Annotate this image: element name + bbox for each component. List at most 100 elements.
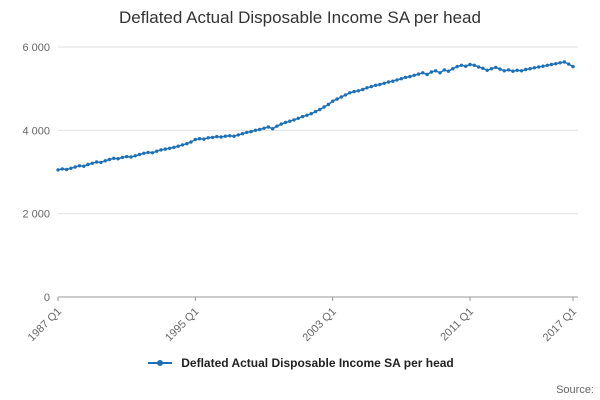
data-point-marker xyxy=(86,162,90,167)
data-point-marker xyxy=(56,168,60,172)
data-point-marker xyxy=(73,165,77,169)
data-point-marker xyxy=(348,91,352,95)
data-point-marker xyxy=(180,143,185,147)
data-point-marker xyxy=(369,84,373,89)
data-point-marker xyxy=(90,161,95,165)
data-point-marker xyxy=(245,130,249,135)
data-point-marker xyxy=(77,164,82,168)
y-tick-label: 6 000 xyxy=(22,42,50,54)
data-point-marker xyxy=(322,105,326,109)
data-point-marker xyxy=(103,159,107,163)
data-point-marker xyxy=(249,129,253,134)
data-point-marker xyxy=(60,167,64,171)
data-point-marker xyxy=(206,136,210,140)
chart-canvas: 0 2 000 4 000 6 000 1987 Q1 1995 Q1 2003 Q1 201… xyxy=(22,42,579,344)
x-tick-label: 2003 Q1 xyxy=(300,306,338,344)
data-point-marker xyxy=(382,81,386,86)
data-point-marker xyxy=(197,137,202,141)
source-label: Source: xyxy=(556,384,594,396)
x-tick-label: 1995 Q1 xyxy=(163,306,201,344)
data-point-marker xyxy=(159,148,163,152)
data-point-marker xyxy=(253,128,258,132)
data-point-marker xyxy=(125,154,129,159)
data-point-marker xyxy=(481,66,485,71)
data-point-marker xyxy=(120,155,125,160)
data-point-marker xyxy=(313,109,318,114)
data-point-marker xyxy=(541,64,545,68)
data-point-marker xyxy=(155,149,159,153)
data-point-marker xyxy=(309,112,313,116)
series-line xyxy=(57,61,574,171)
data-point-marker xyxy=(288,119,292,123)
data-point-marker xyxy=(150,151,155,155)
data-point-marker xyxy=(142,151,146,155)
data-point-marker xyxy=(403,75,408,80)
data-point-marker xyxy=(129,155,133,159)
data-point-marker xyxy=(549,62,554,67)
legend-label: Deflated Actual Disposable Income SA per… xyxy=(181,356,454,370)
data-point-marker xyxy=(532,66,537,70)
data-point-marker xyxy=(395,78,399,82)
data-point-marker xyxy=(167,146,172,150)
data-point-marker xyxy=(275,124,279,128)
data-point-marker xyxy=(567,62,571,66)
y-tick-label: 4 000 xyxy=(22,125,50,137)
data-point-marker xyxy=(64,167,69,172)
y-tick-label: 0 xyxy=(44,292,50,304)
data-point-marker xyxy=(434,69,438,73)
data-point-marker xyxy=(537,65,541,69)
data-point-marker xyxy=(571,64,575,69)
data-point-marker xyxy=(215,134,219,139)
data-point-marker xyxy=(133,154,137,158)
data-point-marker xyxy=(232,134,236,138)
data-point-marker xyxy=(391,79,395,83)
legend[interactable]: Deflated Actual Disposable Income SA per… xyxy=(0,356,600,370)
data-point-marker xyxy=(210,135,215,140)
data-point-marker xyxy=(163,147,167,151)
data-point-marker xyxy=(352,89,356,94)
data-point-marker xyxy=(386,80,391,84)
data-point-marker xyxy=(172,145,176,150)
data-point-marker xyxy=(112,156,116,160)
data-point-marker xyxy=(266,125,270,129)
data-point-marker xyxy=(373,83,378,88)
data-point-marker xyxy=(107,157,112,162)
data-point-marker xyxy=(506,68,511,72)
data-point-marker xyxy=(361,87,365,92)
x-tick-label: 2011 Q1 xyxy=(438,306,476,344)
data-point-marker xyxy=(429,70,434,74)
data-point-marker xyxy=(554,62,558,66)
data-point-marker xyxy=(459,63,464,67)
data-point-marker xyxy=(468,62,472,67)
data-point-marker xyxy=(545,63,549,67)
data-point-marker xyxy=(519,69,524,73)
data-point-marker xyxy=(455,64,459,69)
data-point-marker xyxy=(528,67,532,71)
data-point-marker xyxy=(442,68,446,72)
data-point-marker xyxy=(421,71,425,75)
data-point-marker xyxy=(318,107,322,112)
data-point-marker xyxy=(502,69,506,73)
data-point-marker xyxy=(116,157,120,161)
data-point-marker xyxy=(258,127,262,132)
data-point-marker xyxy=(176,144,180,148)
x-tick-label: 2017 Q1 xyxy=(541,306,579,344)
data-point-marker xyxy=(416,72,421,76)
data-point-marker xyxy=(296,116,300,121)
data-point-marker xyxy=(82,164,86,168)
data-point-marker xyxy=(270,127,275,131)
data-point-marker xyxy=(189,140,193,144)
data-point-marker xyxy=(489,67,494,71)
data-point-marker xyxy=(515,68,519,73)
data-point-marker xyxy=(99,160,103,165)
data-point-marker xyxy=(365,86,369,90)
data-point-marker xyxy=(485,68,489,73)
data-point-marker xyxy=(262,126,266,130)
data-point-marker xyxy=(185,142,189,146)
data-point-marker xyxy=(446,69,451,73)
data-point-marker xyxy=(438,71,442,75)
data-point-marker xyxy=(412,73,416,78)
data-point-marker xyxy=(476,65,481,69)
data-point-marker xyxy=(472,63,476,67)
